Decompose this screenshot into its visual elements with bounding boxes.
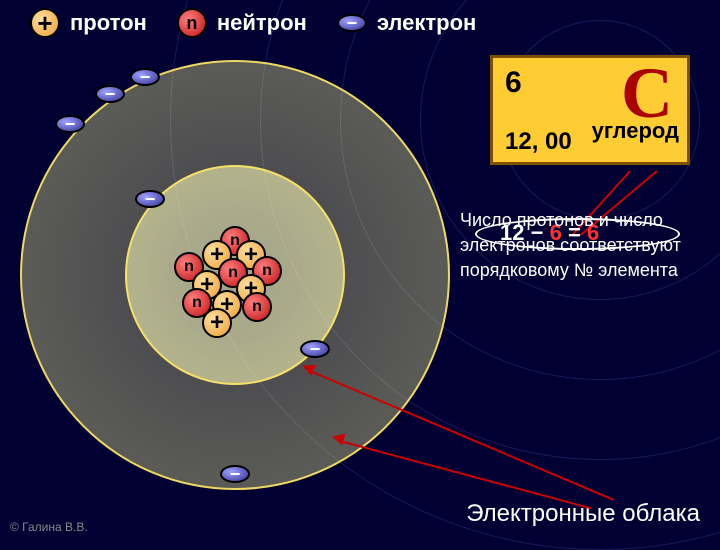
electron-particle: − bbox=[135, 190, 165, 208]
element-box: 6 C углерод 12, 00 bbox=[490, 55, 690, 165]
annotation-text: Число протонов и число электронов соотве… bbox=[460, 210, 681, 281]
neutron-icon: n bbox=[177, 8, 207, 38]
legend-neutron: n нейтрон bbox=[177, 8, 307, 38]
electron-icon: − bbox=[337, 14, 367, 32]
legend: + протон n нейтрон − электрон bbox=[30, 8, 476, 38]
atomic-number: 6 bbox=[505, 66, 522, 100]
legend-proton-label: протон bbox=[70, 10, 147, 36]
copyright: © Галина В.В. bbox=[10, 520, 88, 534]
electron-particle: − bbox=[55, 115, 85, 133]
electron-particle: − bbox=[95, 85, 125, 103]
electron-particle: − bbox=[300, 340, 330, 358]
nucleus: n + + n n n + + n + n + bbox=[180, 230, 290, 330]
atomic-mass: 12, 00 bbox=[505, 128, 572, 156]
legend-electron-label: электрон bbox=[377, 10, 476, 36]
neutron-particle: n bbox=[242, 292, 272, 322]
atom-diagram: n + + n n n + + n + n + − − − − − − bbox=[20, 60, 450, 490]
annotation-line3: порядковому № элемента bbox=[460, 260, 681, 281]
proton-icon: + bbox=[30, 8, 60, 38]
legend-electron: − электрон bbox=[337, 10, 476, 36]
proton-particle: + bbox=[202, 308, 232, 338]
annotation-line2: электронов соответствуют bbox=[460, 235, 681, 256]
annotation-line1: Число протонов и число bbox=[460, 210, 681, 231]
element-name: углерод bbox=[592, 118, 679, 144]
electron-particle: − bbox=[130, 68, 160, 86]
legend-proton: + протон bbox=[30, 8, 147, 38]
electron-particle: − bbox=[220, 465, 250, 483]
legend-neutron-label: нейтрон bbox=[217, 10, 307, 36]
